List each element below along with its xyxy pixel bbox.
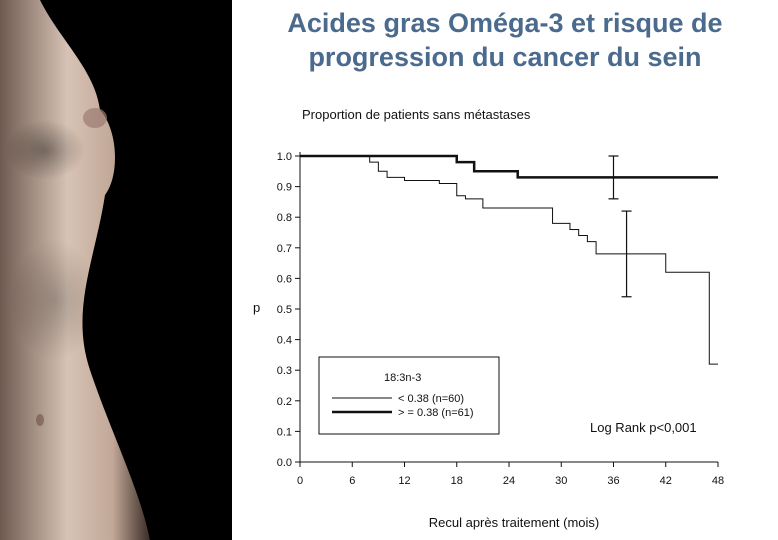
legend-box — [318, 356, 500, 435]
x-tick-label: 12 — [398, 475, 410, 487]
y-tick-label: 1.0 — [277, 151, 292, 163]
x-tick-label: 24 — [503, 475, 515, 487]
ticks: 0.0 0.1 0.2 0.3 0.4 0.5 0.6 0.7 0.8 0.9 1.0 0 6 12 18 2… — [277, 151, 724, 487]
y-axis-side-label: p — [253, 300, 260, 315]
y-tick-label: 0.9 — [277, 182, 292, 194]
series-line-0 — [300, 155, 718, 365]
x-tick-label: 42 — [660, 475, 672, 487]
x-tick-label: 30 — [555, 475, 567, 487]
survival-chart: Proportion de patients sans métastases p… — [253, 107, 724, 530]
y-tick-label: 0.7 — [277, 243, 292, 255]
log-rank-annotation: Log Rank p<0,001 — [590, 420, 697, 435]
slide-title-line1: Acides gras Oméga-3 et risque de — [287, 8, 723, 38]
y-tick-label: 0.2 — [277, 396, 292, 408]
y-tick-label: 0.3 — [277, 365, 292, 377]
x-tick-label: 18 — [451, 475, 463, 487]
y-tick-label: 0.8 — [277, 212, 292, 224]
x-tick-label: 6 — [349, 475, 355, 487]
torso-photo-art — [0, 0, 150, 540]
y-tick-label: 0.5 — [277, 304, 292, 316]
slide-title-line2: progression du cancer du sein — [308, 42, 702, 72]
x-axis-label: Recul après traitement (mois) — [429, 515, 600, 530]
legend-title: 18:3n-3 — [384, 372, 421, 384]
legend: 18:3n-3 < 0.38 (n=60) > = 0.38 (n=61) — [318, 356, 500, 435]
y-tick-label: 0.0 — [277, 457, 292, 469]
y-tick-label: 0.1 — [277, 426, 292, 438]
y-tick-label: 0.4 — [277, 335, 292, 347]
y-tick-label: 0.6 — [277, 273, 292, 285]
x-tick-label: 36 — [607, 475, 619, 487]
x-tick-label: 0 — [297, 475, 303, 487]
series-line-1 — [300, 154, 718, 179]
legend-label-high: > = 0.38 (n=61) — [398, 407, 474, 419]
chart-top-label: Proportion de patients sans métastases — [302, 107, 531, 122]
series-layer — [300, 154, 718, 365]
x-tick-label: 48 — [712, 475, 724, 487]
slide-title: Acides gras Oméga-3 et risque de progres… — [232, 6, 778, 74]
legend-label-low: < 0.38 (n=60) — [398, 393, 464, 405]
torso-photo — [0, 0, 232, 540]
